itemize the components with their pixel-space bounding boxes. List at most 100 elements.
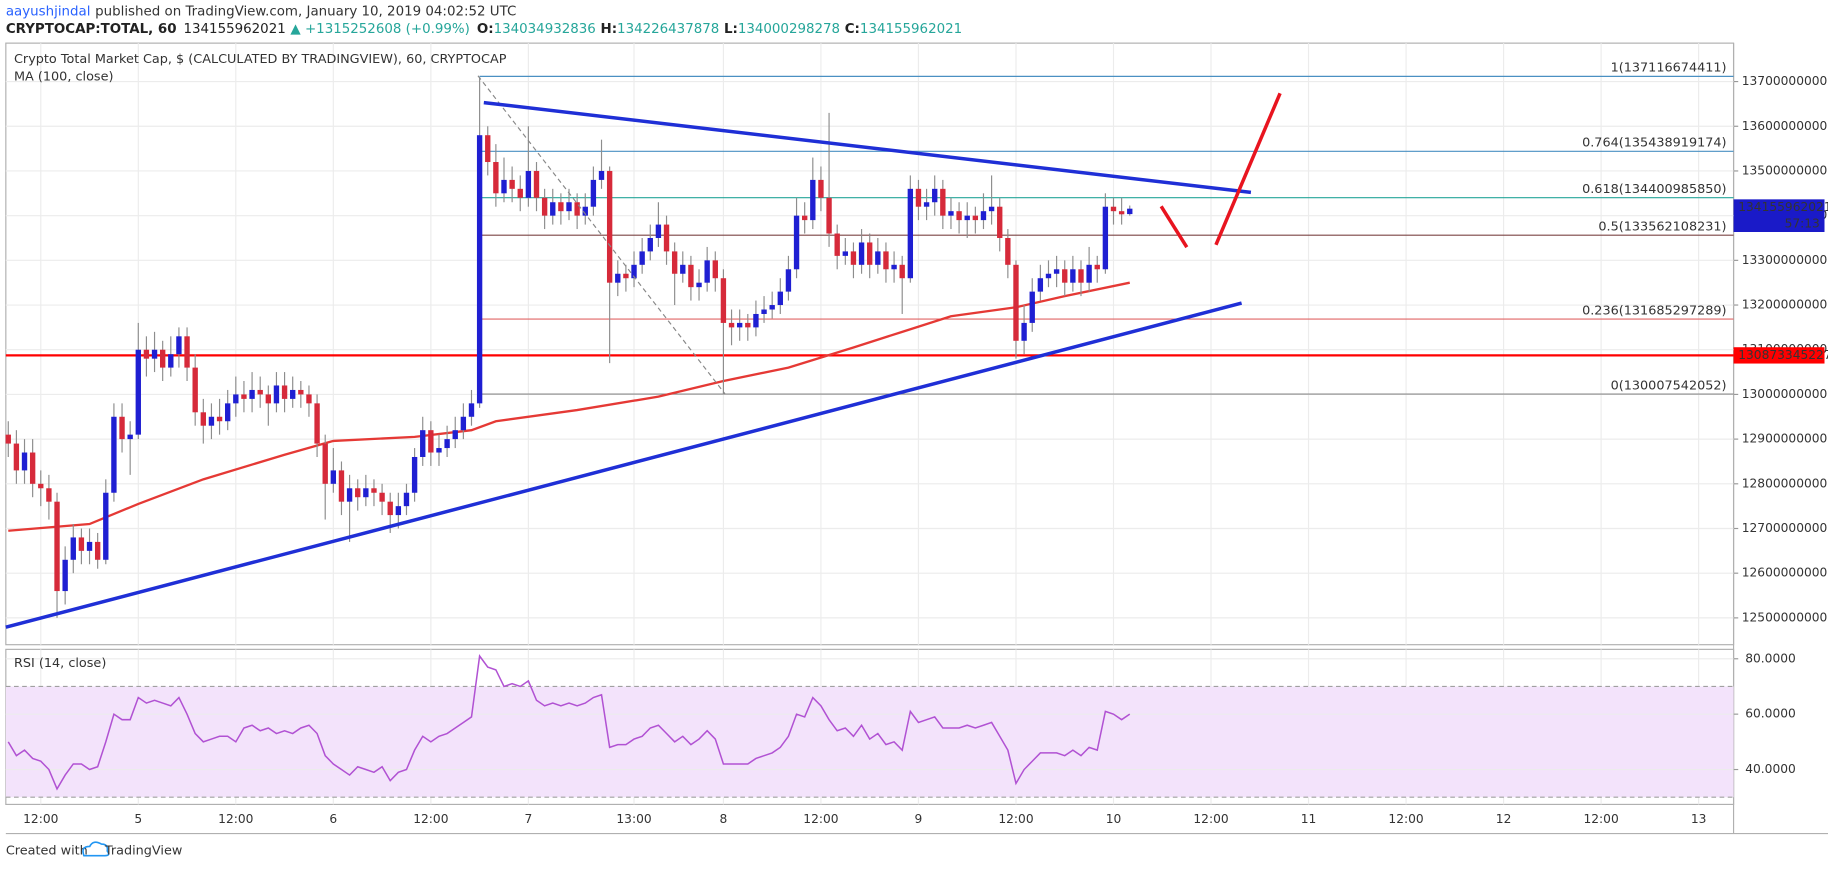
candle-body xyxy=(972,215,979,221)
candle-body xyxy=(826,197,832,234)
y-tick-label: 126000000000 xyxy=(1742,566,1828,580)
candle-body xyxy=(249,389,255,399)
candle-body xyxy=(330,470,337,484)
arrow-down xyxy=(1159,205,1189,249)
candle-body xyxy=(663,224,670,252)
candle-body xyxy=(314,403,320,444)
candle-body xyxy=(233,394,239,404)
x-tick-label: 12:00 xyxy=(23,812,58,826)
annotations xyxy=(5,75,1282,629)
brand-logo xyxy=(82,841,110,857)
candle-body xyxy=(696,282,702,288)
candle-body xyxy=(127,434,133,440)
candle-body xyxy=(208,416,215,426)
candle-body xyxy=(728,322,735,328)
x-tick-label: 9 xyxy=(915,812,923,826)
x-tick-label: 6 xyxy=(329,812,337,826)
candle-body xyxy=(810,179,816,221)
y-tick-label: 132000000000 xyxy=(1742,298,1828,312)
candle-body xyxy=(761,309,767,314)
candle-body xyxy=(363,488,369,498)
candle-body xyxy=(38,483,44,489)
candle-body xyxy=(590,179,597,207)
candle-body xyxy=(517,188,523,198)
y-tick-label: 135000000000 xyxy=(1742,163,1828,177)
ohlc-value: 134155962021 xyxy=(860,22,962,37)
candle-body xyxy=(793,215,800,270)
candle-body xyxy=(436,448,442,453)
trend-line-upper xyxy=(483,100,1252,195)
candle-body xyxy=(5,434,11,444)
candle-body xyxy=(582,206,588,216)
indicator-label: MA (100, close) xyxy=(14,69,114,84)
candle-body xyxy=(281,385,288,399)
trend-line-lower xyxy=(5,301,1243,629)
author[interactable]: aayushjindal xyxy=(6,5,91,20)
candle-body xyxy=(606,170,613,283)
candle-body xyxy=(387,501,393,516)
candle-body xyxy=(1021,322,1027,341)
x-tick-label: 5 xyxy=(134,812,142,826)
candle-body xyxy=(143,349,150,359)
candle-body xyxy=(322,443,328,484)
candle-body xyxy=(159,349,166,368)
candle-body xyxy=(62,559,68,592)
candle-body xyxy=(290,389,296,399)
candle-body xyxy=(1053,269,1060,274)
candle-body xyxy=(452,430,458,440)
candle-body xyxy=(29,452,36,484)
published: published on TradingView.com, January 10… xyxy=(95,5,516,20)
candle-body xyxy=(712,260,718,279)
x-tick-label: 12:00 xyxy=(1583,812,1618,826)
change: ▲ +1315252608 (+0.99%) xyxy=(290,22,469,37)
candle-body xyxy=(615,273,621,283)
candle-body xyxy=(395,506,402,516)
candle-body xyxy=(915,188,922,207)
ohlc-value: 134034932836 xyxy=(494,22,596,37)
y-tick-label: 129000000000 xyxy=(1742,432,1828,446)
publish-line: aayushjindal published on TradingView.com… xyxy=(6,5,517,20)
y-tick-label: 137000000000 xyxy=(1742,74,1828,88)
fib-label: 0.5(133562108231) xyxy=(1598,220,1726,235)
marks-layer xyxy=(5,77,1734,791)
fib-label: 1(137116674411) xyxy=(1611,61,1727,76)
candle-body xyxy=(1127,208,1133,215)
candle-body xyxy=(1029,291,1035,323)
candle-body xyxy=(964,215,970,221)
candle-body xyxy=(151,349,158,359)
candle-body xyxy=(192,367,198,413)
x-tick-label: 7 xyxy=(524,812,532,826)
candle-body xyxy=(78,537,85,551)
candle-body xyxy=(785,269,792,292)
candle-body xyxy=(444,439,450,449)
candle-body xyxy=(184,336,190,368)
candle-body xyxy=(420,430,426,457)
candle-body xyxy=(355,488,361,498)
candle-body xyxy=(671,251,678,274)
candle-body xyxy=(867,242,873,265)
x-tick-label: 12:00 xyxy=(1388,812,1423,826)
candle-body xyxy=(225,403,231,422)
candle-body xyxy=(525,170,532,198)
candle-body xyxy=(403,492,410,507)
y-tick-label: 130000000000 xyxy=(1742,387,1828,401)
candle-body xyxy=(631,264,637,279)
y-tick-label: 125000000000 xyxy=(1742,610,1828,624)
candle-body xyxy=(899,264,905,279)
x-tick-label: 12:00 xyxy=(413,812,448,826)
candle-body xyxy=(411,456,418,493)
candle-body xyxy=(460,416,467,431)
ohlc-label: L: xyxy=(724,22,738,37)
brand[interactable]: TradingView xyxy=(104,844,182,859)
candle-body xyxy=(468,403,475,417)
rsi-line xyxy=(7,654,1131,791)
countdown-label: 57:13 xyxy=(1785,216,1820,230)
candle-body xyxy=(956,211,962,221)
last-price-label: 134155962021 xyxy=(1738,200,1828,214)
level-badge xyxy=(1733,347,1825,364)
y-tick-label: 127000000000 xyxy=(1742,521,1828,535)
candle-body xyxy=(46,488,52,502)
candle-body xyxy=(485,135,491,163)
candle-body xyxy=(688,264,694,288)
